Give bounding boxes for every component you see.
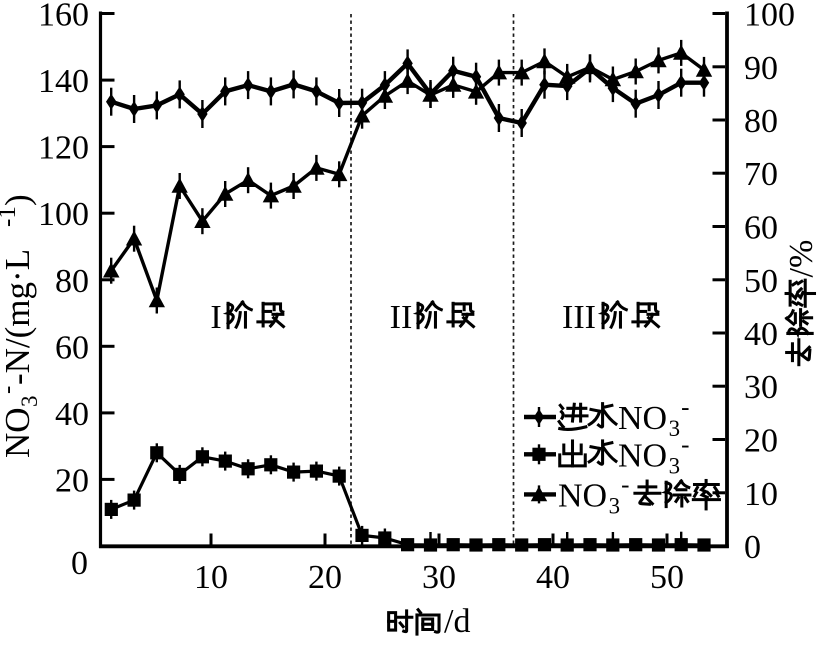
svg-text:0: 0 (71, 545, 88, 582)
svg-text:III: III (562, 299, 596, 336)
svg-text:40: 40 (744, 316, 778, 353)
svg-text:3: 3 (609, 493, 621, 518)
svg-text:30: 30 (422, 559, 456, 596)
svg-text:60: 60 (744, 210, 778, 247)
svg-text:II: II (390, 299, 413, 336)
svg-text:3: 3 (669, 416, 681, 441)
svg-text:60: 60 (55, 329, 89, 366)
svg-text:100: 100 (38, 196, 89, 233)
svg-text:/d: /d (444, 603, 470, 640)
svg-text:20: 20 (744, 423, 778, 460)
svg-text:-: - (681, 394, 689, 421)
svg-text:NO: NO (618, 400, 667, 437)
svg-text:10: 10 (744, 476, 778, 513)
svg-text:-: - (681, 431, 689, 458)
svg-text:30: 30 (744, 369, 778, 406)
svg-text:80: 80 (55, 263, 89, 300)
svg-text:10: 10 (194, 559, 228, 596)
svg-text:70: 70 (744, 156, 778, 193)
svg-text:20: 20 (55, 462, 89, 499)
svg-text:40: 40 (536, 559, 570, 596)
svg-text:90: 90 (744, 50, 778, 87)
svg-text:40: 40 (55, 396, 89, 433)
svg-text:0: 0 (744, 529, 761, 566)
svg-text:I: I (210, 299, 221, 336)
svg-text:3: 3 (669, 453, 681, 478)
svg-text:NO: NO (558, 477, 607, 514)
svg-text:NO: NO (0, 407, 37, 458)
svg-text:-: - (0, 386, 21, 394)
svg-text:20: 20 (308, 559, 342, 596)
svg-text:): ) (0, 194, 37, 206)
svg-text:50: 50 (650, 559, 684, 596)
svg-text:NO: NO (618, 437, 667, 474)
svg-text:50: 50 (744, 263, 778, 300)
svg-text:-1: -1 (0, 206, 21, 227)
svg-text:100: 100 (744, 0, 795, 34)
svg-text:80: 80 (744, 103, 778, 140)
svg-text:/%: /% (783, 240, 820, 278)
svg-text:140: 140 (38, 63, 89, 100)
svg-text:3: 3 (17, 396, 42, 408)
svg-text:120: 120 (38, 130, 89, 167)
svg-text:-N/(mg·L: -N/(mg·L (0, 249, 37, 385)
svg-text:160: 160 (38, 0, 89, 34)
svg-text:-: - (621, 471, 629, 498)
